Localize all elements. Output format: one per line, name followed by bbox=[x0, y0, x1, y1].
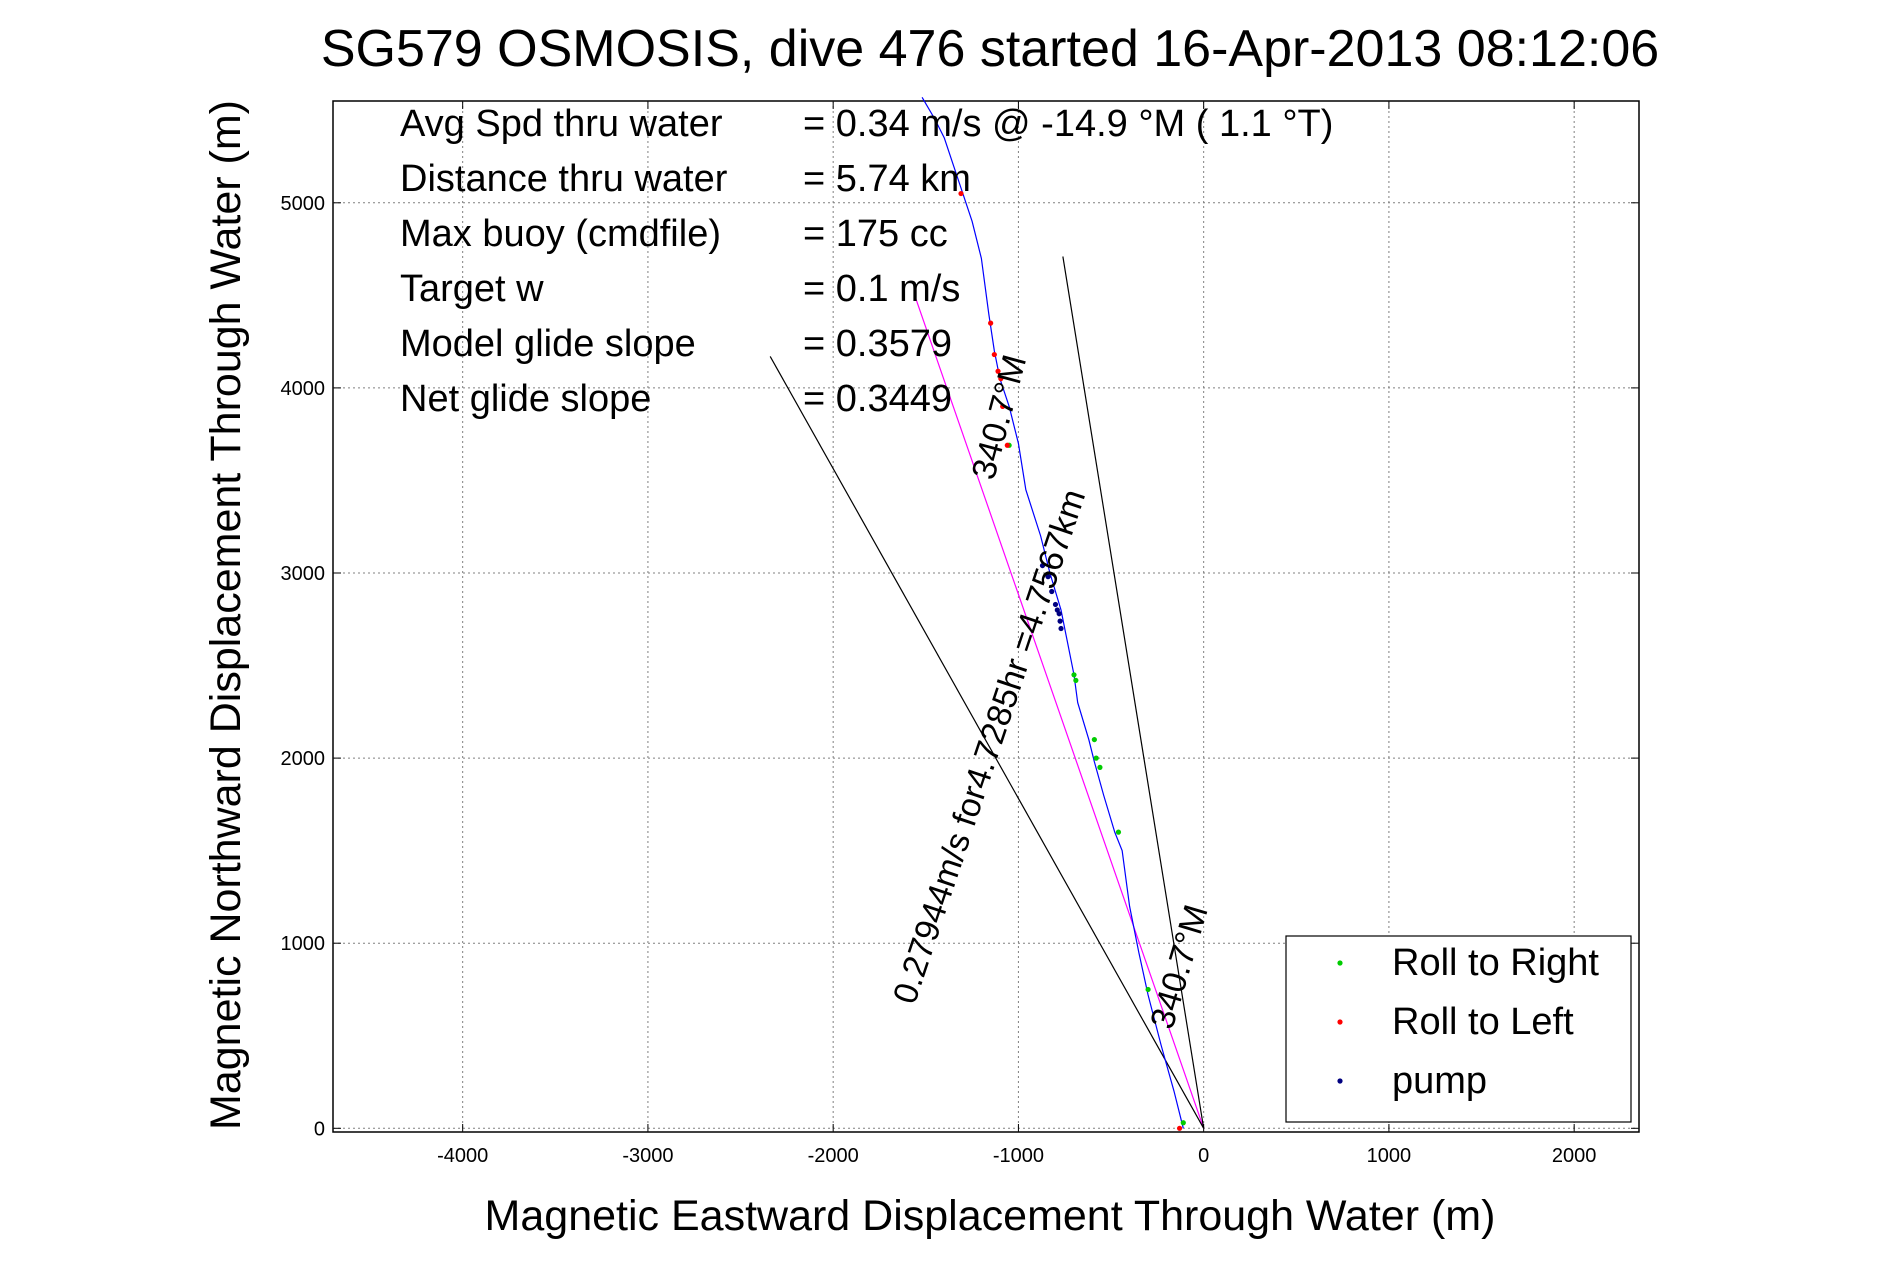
pump-point bbox=[1039, 562, 1046, 569]
x-tick-label: 1000 bbox=[1367, 1145, 1412, 1167]
legend-roll-to-right-marker bbox=[1337, 960, 1343, 966]
legend-roll-to-right-label: Roll to Right bbox=[1392, 942, 1599, 984]
roll-to-left-point bbox=[1000, 403, 1006, 410]
legend: Roll to Right Roll to Left pump bbox=[1285, 935, 1632, 1123]
stat-label: Net glide slope bbox=[400, 378, 651, 420]
stat-value: = 0.1 m/s bbox=[803, 268, 960, 310]
x-tick-label: -4000 bbox=[437, 1145, 488, 1167]
x-axis-label: Magnetic Eastward Displacement Through W… bbox=[485, 1192, 1496, 1240]
pump-point bbox=[1045, 574, 1051, 580]
legend-box bbox=[1285, 935, 1632, 1123]
roll-to-right-point bbox=[1071, 672, 1077, 678]
x-tick-label: -3000 bbox=[622, 1145, 673, 1167]
roll-to-left-point bbox=[958, 190, 964, 197]
roll-to-left-point bbox=[995, 368, 1001, 374]
stat-label: Max buoy (cmdfile) bbox=[400, 213, 721, 255]
roll-to-right-point bbox=[1093, 755, 1099, 761]
y-tick-label: 1000 bbox=[281, 933, 326, 955]
stat-value: = 0.3579 bbox=[803, 323, 952, 365]
dive-track bbox=[921, 96, 1184, 1129]
reference-lines bbox=[769, 256, 1205, 1129]
roll-to-left-point bbox=[998, 376, 1004, 382]
stat-label: Model glide slope bbox=[400, 323, 696, 365]
x-tick-label: -2000 bbox=[808, 1145, 859, 1167]
markers bbox=[958, 190, 1186, 1131]
chart-title: SG579 OSMOSIS, dive 476 started 16-Apr-2… bbox=[321, 20, 1659, 78]
y-axis-label: Magnetic Northward Displacement Through … bbox=[202, 100, 250, 1130]
roll-to-right-point bbox=[1097, 764, 1103, 770]
legend-roll-to-left-label: Roll to Left bbox=[1392, 1001, 1574, 1043]
pump-point bbox=[1057, 618, 1063, 624]
stat-value: = 5.74 km bbox=[803, 158, 971, 200]
roll-to-right-point bbox=[1073, 677, 1079, 683]
roll-to-left-point bbox=[991, 351, 997, 358]
y-tick-label: 2000 bbox=[281, 748, 326, 770]
x-tick-label: -1000 bbox=[993, 1145, 1044, 1167]
wedge-right bbox=[1062, 256, 1205, 1129]
pump-point bbox=[1052, 601, 1059, 608]
legend-pump-marker bbox=[1337, 1078, 1343, 1084]
y-tick-label: 0 bbox=[314, 1118, 325, 1140]
x-tick-label: 2000 bbox=[1552, 1145, 1597, 1167]
track-line bbox=[921, 96, 1184, 1129]
grid bbox=[333, 101, 1639, 1132]
wedge-left bbox=[769, 356, 1205, 1129]
roll-to-left-point bbox=[1176, 1125, 1183, 1131]
course-line bbox=[914, 295, 1205, 1129]
y-tick-label: 3000 bbox=[281, 563, 326, 585]
stat-value: = 0.34 m/s @ -14.9 °M ( 1.1 °T) bbox=[803, 103, 1333, 145]
stat-label: Target w bbox=[400, 268, 544, 310]
legend-pump-label: pump bbox=[1392, 1060, 1487, 1102]
pump-point bbox=[1049, 588, 1055, 595]
roll-to-right-point bbox=[1145, 986, 1151, 993]
roll-to-left-point bbox=[1004, 442, 1010, 448]
legend-roll-to-left-marker bbox=[1337, 1019, 1343, 1025]
stat-value: = 175 cc bbox=[803, 213, 948, 255]
roll-to-left-point bbox=[988, 320, 994, 326]
stats-block: Avg Spd thru water = 0.34 m/s @ -14.9 °M … bbox=[400, 103, 1333, 420]
y-tick-label: 5000 bbox=[281, 193, 326, 215]
y-tick-label: 4000 bbox=[281, 378, 326, 400]
stat-label: Distance thru water bbox=[400, 158, 728, 200]
axis-ticks: -4000 -3000 -2000 -1000 0 1000 2000 0 1000 2000 30… bbox=[281, 101, 1639, 1167]
stat-value: = 0.3449 bbox=[803, 378, 952, 420]
roll-to-right-point bbox=[1091, 736, 1097, 743]
x-tick-label: 0 bbox=[1198, 1145, 1209, 1167]
pump-point bbox=[1058, 625, 1064, 632]
pump-point bbox=[1054, 607, 1060, 613]
roll-to-right-point bbox=[1115, 829, 1122, 835]
stat-label: Avg Spd thru water bbox=[400, 103, 723, 145]
roll-to-right-point bbox=[1180, 1120, 1186, 1126]
